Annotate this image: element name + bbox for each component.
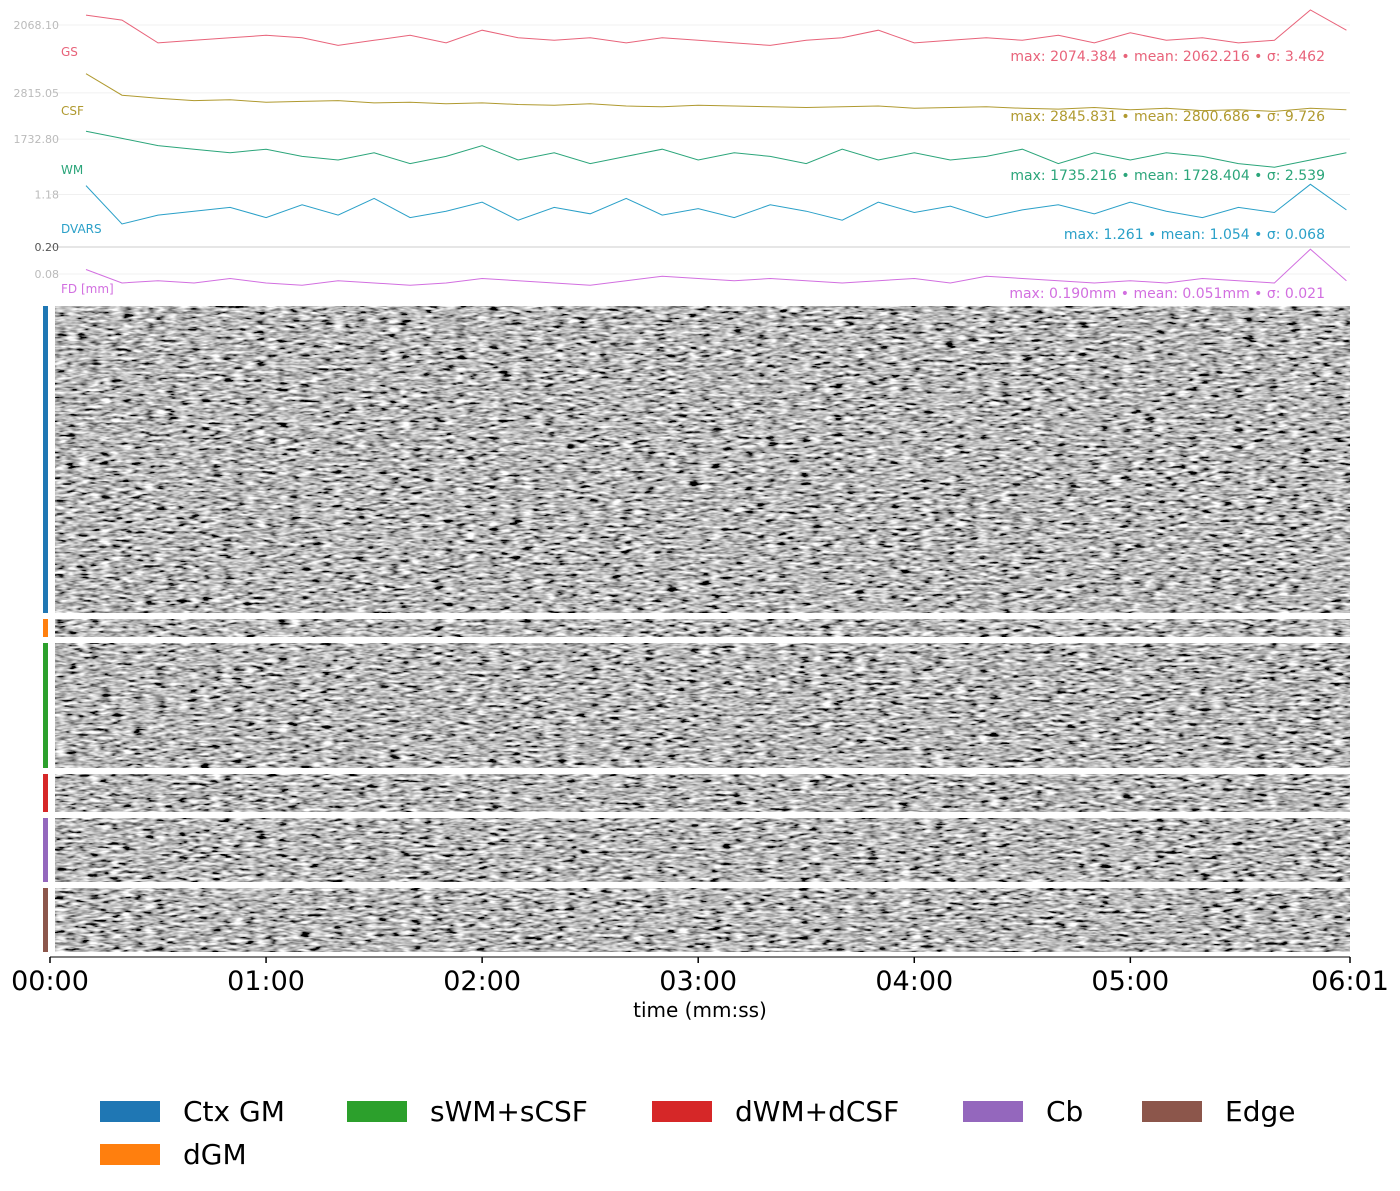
y-tick-label: 2068.10 (14, 19, 60, 32)
legend-swatch (100, 1101, 160, 1122)
trace-stats: max: 1.261 • mean: 1.054 • σ: 0.068 (1064, 227, 1325, 243)
segment-bar (43, 774, 48, 812)
trace-label: CSF (61, 104, 84, 118)
carpet-segment (55, 818, 1350, 882)
trace-line (85, 130, 1347, 168)
x-tick-label: 03:00 (659, 966, 737, 997)
y-tick-label: 1.18 (35, 189, 60, 202)
trace-label: DVARS (61, 222, 102, 236)
legend-label: dWM+dCSF (735, 1095, 899, 1128)
trace-stats: max: 0.190mm • mean: 0.051mm • σ: 0.021 (1009, 286, 1325, 302)
y-tick-label: 0.20 (35, 241, 60, 254)
trace-stats: max: 2845.831 • mean: 2800.686 • σ: 9.72… (1010, 109, 1325, 125)
trace-label: FD [mm] (61, 282, 114, 296)
x-tick-label: 06:01 (1311, 966, 1389, 997)
legend-label: Edge (1225, 1095, 1295, 1128)
trace-label: GS (61, 45, 78, 59)
x-tick-label: 02:00 (443, 966, 521, 997)
segment-bar (43, 888, 48, 952)
carpet-segment (55, 774, 1350, 812)
carpet-segment (55, 619, 1350, 637)
segment-bar (43, 643, 48, 768)
carpet-segment (55, 306, 1350, 613)
y-tick-label: 0.08 (35, 268, 60, 281)
legend-label: dGM (183, 1138, 247, 1171)
legend-swatch (100, 1144, 160, 1165)
x-tick-label: 04:00 (875, 966, 953, 997)
y-tick-label: 1732.80 (14, 133, 60, 146)
legend-swatch (963, 1101, 1023, 1122)
carpet-segment (55, 643, 1350, 768)
trace-line (85, 73, 1347, 112)
trace-label: WM (61, 163, 83, 177)
legend-swatch (347, 1101, 407, 1122)
x-tick-label: 05:00 (1091, 966, 1169, 997)
trace-stats: max: 1735.216 • mean: 1728.404 • σ: 2.53… (1010, 168, 1325, 184)
segment-bar (43, 619, 48, 637)
segment-bar (43, 306, 48, 613)
trace-line (85, 9, 1347, 46)
y-tick-label: 2815.05 (14, 87, 60, 100)
carpet-segment (55, 888, 1350, 952)
legend-label: sWM+sCSF (430, 1095, 588, 1128)
trace-stats: max: 2074.384 • mean: 2062.216 • σ: 3.46… (1010, 49, 1325, 65)
legend-swatch (1142, 1101, 1202, 1122)
x-tick-label: 01:00 (227, 966, 305, 997)
trace-line (85, 183, 1347, 225)
segment-bar (43, 818, 48, 882)
x-axis-label: time (mm:ss) (633, 998, 767, 1022)
legend-label: Cb (1046, 1095, 1083, 1128)
x-tick-label: 00:00 (11, 966, 89, 997)
trace-line (85, 248, 1347, 286)
legend-label: Ctx GM (183, 1095, 285, 1128)
legend-swatch (652, 1101, 712, 1122)
